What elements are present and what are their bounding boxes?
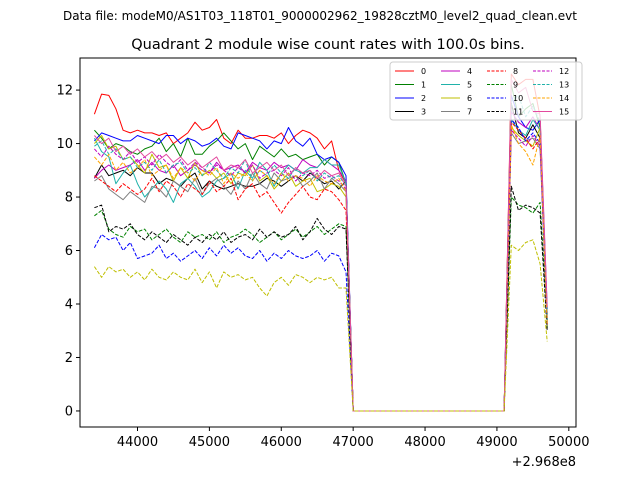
x-tick-label: 50000 [548,435,589,450]
y-tick-label: 12 [56,84,73,99]
series-line-3 [93,103,548,412]
series-line-6 [94,127,548,412]
legend-label-8: 8 [513,67,518,76]
axes-frame [79,57,577,428]
legend-label-11: 11 [513,108,523,117]
suptitle: Data file: modeM0/AS1T03_118T01_90000029… [63,9,577,23]
series-line-0 [93,73,548,412]
y-axis: 0 2 4 6 8 10 12 [56,84,80,419]
y-tick-label: 8 [65,191,73,206]
legend-label-6: 6 [467,94,472,103]
legend-label-0: 0 [421,67,426,76]
chart-title: Quadrant 2 module wise count rates with … [131,37,525,53]
legend-label-9: 9 [513,81,518,90]
legend-label-10: 10 [513,94,523,103]
legend-label-12: 12 [559,67,569,76]
x-tick-label: 47000 [332,435,373,450]
series-line-5 [93,119,548,412]
series-line-11 [94,185,548,412]
series-line-9 [94,196,548,412]
plot-area [93,73,548,412]
series-line-14 [94,124,548,412]
x-tick-label: 45000 [189,435,230,450]
y-tick-label: 10 [56,137,73,152]
x-axis: 44000 45000 46000 47000 48000 49000 50000 [117,427,589,450]
legend-frame [389,61,583,121]
x-tick-label: 44000 [117,435,158,450]
series-line-15 [94,78,548,412]
series-line-1 [94,84,548,412]
legend-label-7: 7 [467,108,472,117]
series-line-8 [94,121,548,412]
series-line-6b [93,239,548,412]
x-tick-label: 49000 [476,435,517,450]
y-tick-label: 4 [65,298,73,313]
legend-label-14: 14 [559,94,569,103]
y-tick-label: 0 [65,404,73,419]
series-line-12 [94,129,548,412]
legend-label-4: 4 [467,67,472,76]
y-tick-label: 6 [65,244,73,259]
y-tick-label: 2 [65,351,73,366]
legend-label-3: 3 [421,108,426,117]
x-tick-label: 48000 [404,435,445,450]
legend-label-5: 5 [467,81,472,90]
x-offset-label: +2.968e8 [512,455,576,470]
legend-label-1: 1 [421,81,426,90]
legend-label-15: 15 [559,108,569,117]
legend-label-2: 2 [421,94,426,103]
x-tick-label: 46000 [261,435,302,450]
legend-label-13: 13 [559,81,569,90]
